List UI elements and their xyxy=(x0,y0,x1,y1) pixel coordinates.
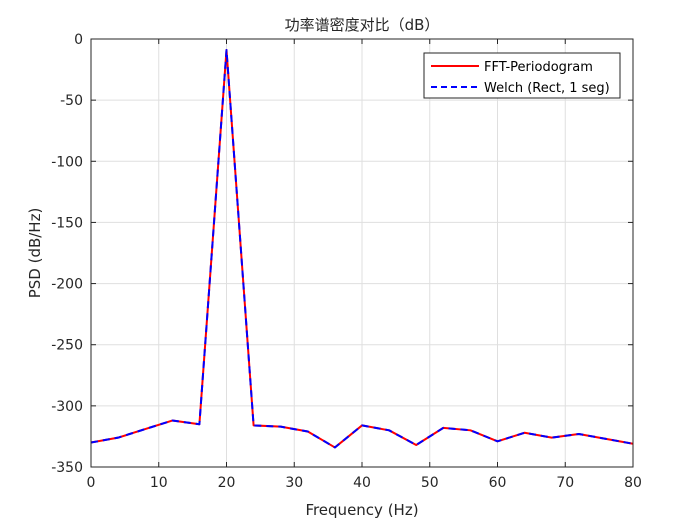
x-tick-label: 20 xyxy=(218,475,236,491)
x-axis-label: Frequency (Hz) xyxy=(305,501,418,519)
x-tick-label: 30 xyxy=(285,475,303,491)
x-tick-label: 10 xyxy=(150,475,168,491)
y-tick-label: -250 xyxy=(51,338,83,354)
x-tick-label: 70 xyxy=(556,475,574,491)
y-axis-label: PSD (dB/Hz) xyxy=(26,208,44,299)
y-tick-label: 0 xyxy=(74,32,83,48)
ticks: 0 10 20 30 40 50 60 70 80 -350 -300 -250 -200 -150 -10… xyxy=(51,32,642,491)
y-tick-label: -50 xyxy=(60,93,83,109)
y-tick-label: -150 xyxy=(51,215,83,231)
x-tick-label: 40 xyxy=(353,475,371,491)
legend: FFT-Periodogram Welch (Rect, 1 seg) xyxy=(423,52,621,99)
y-tick-label: -350 xyxy=(51,460,83,476)
y-tick-label: -300 xyxy=(51,399,83,415)
x-tick-label: 0 xyxy=(87,475,96,491)
y-tick-label: -200 xyxy=(51,277,83,293)
x-tick-label: 80 xyxy=(624,475,642,491)
series-layer xyxy=(90,49,634,449)
series-line-welch xyxy=(90,49,634,449)
legend-box xyxy=(423,52,621,99)
legend-label-fft: FFT-Periodogram xyxy=(484,60,593,75)
legend-label-welch: Welch (Rect, 1 seg) xyxy=(484,81,610,96)
y-tick-label: -100 xyxy=(51,154,83,170)
x-tick-label: 60 xyxy=(489,475,507,491)
chart-title: 功率谱密度对比（dB） xyxy=(285,16,440,34)
x-tick-label: 50 xyxy=(421,475,439,491)
